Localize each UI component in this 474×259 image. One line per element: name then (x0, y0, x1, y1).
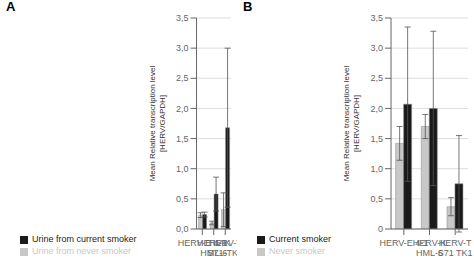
svg-text:0: 0 (378, 224, 383, 234)
svg-text:3,5: 3,5 (371, 13, 384, 23)
svg-text:1,5: 1,5 (371, 134, 384, 144)
svg-text:2,5: 2,5 (176, 73, 189, 83)
svg-text:2,5: 2,5 (371, 73, 384, 83)
svg-text:2,0: 2,0 (371, 104, 384, 114)
svg-text:0,5: 0,5 (176, 194, 189, 204)
svg-text:3,5: 3,5 (176, 13, 189, 23)
svg-text:3,0: 3,0 (176, 43, 189, 53)
svg-text:1,0: 1,0 (371, 164, 384, 174)
svg-text:Mean Relative transcription le: Mean Relative transcription level[HERV/G… (148, 65, 167, 181)
svg-text:HERV-TS71-TK1: HERV-TS71-TK1 (207, 238, 237, 258)
svg-text:HERV-TS71 TK1: HERV-TS71 TK1 (438, 238, 466, 258)
svg-text:3,0: 3,0 (371, 43, 384, 53)
svg-text:1,5: 1,5 (176, 134, 189, 144)
svg-text:0,5: 0,5 (371, 194, 384, 204)
svg-text:Mean Relative transcription le: Mean Relative transcription level[HERV/G… (342, 65, 361, 181)
svg-text:2,0: 2,0 (176, 104, 189, 114)
svg-text:0,0: 0,0 (176, 224, 189, 234)
svg-text:1,0: 1,0 (176, 164, 189, 174)
